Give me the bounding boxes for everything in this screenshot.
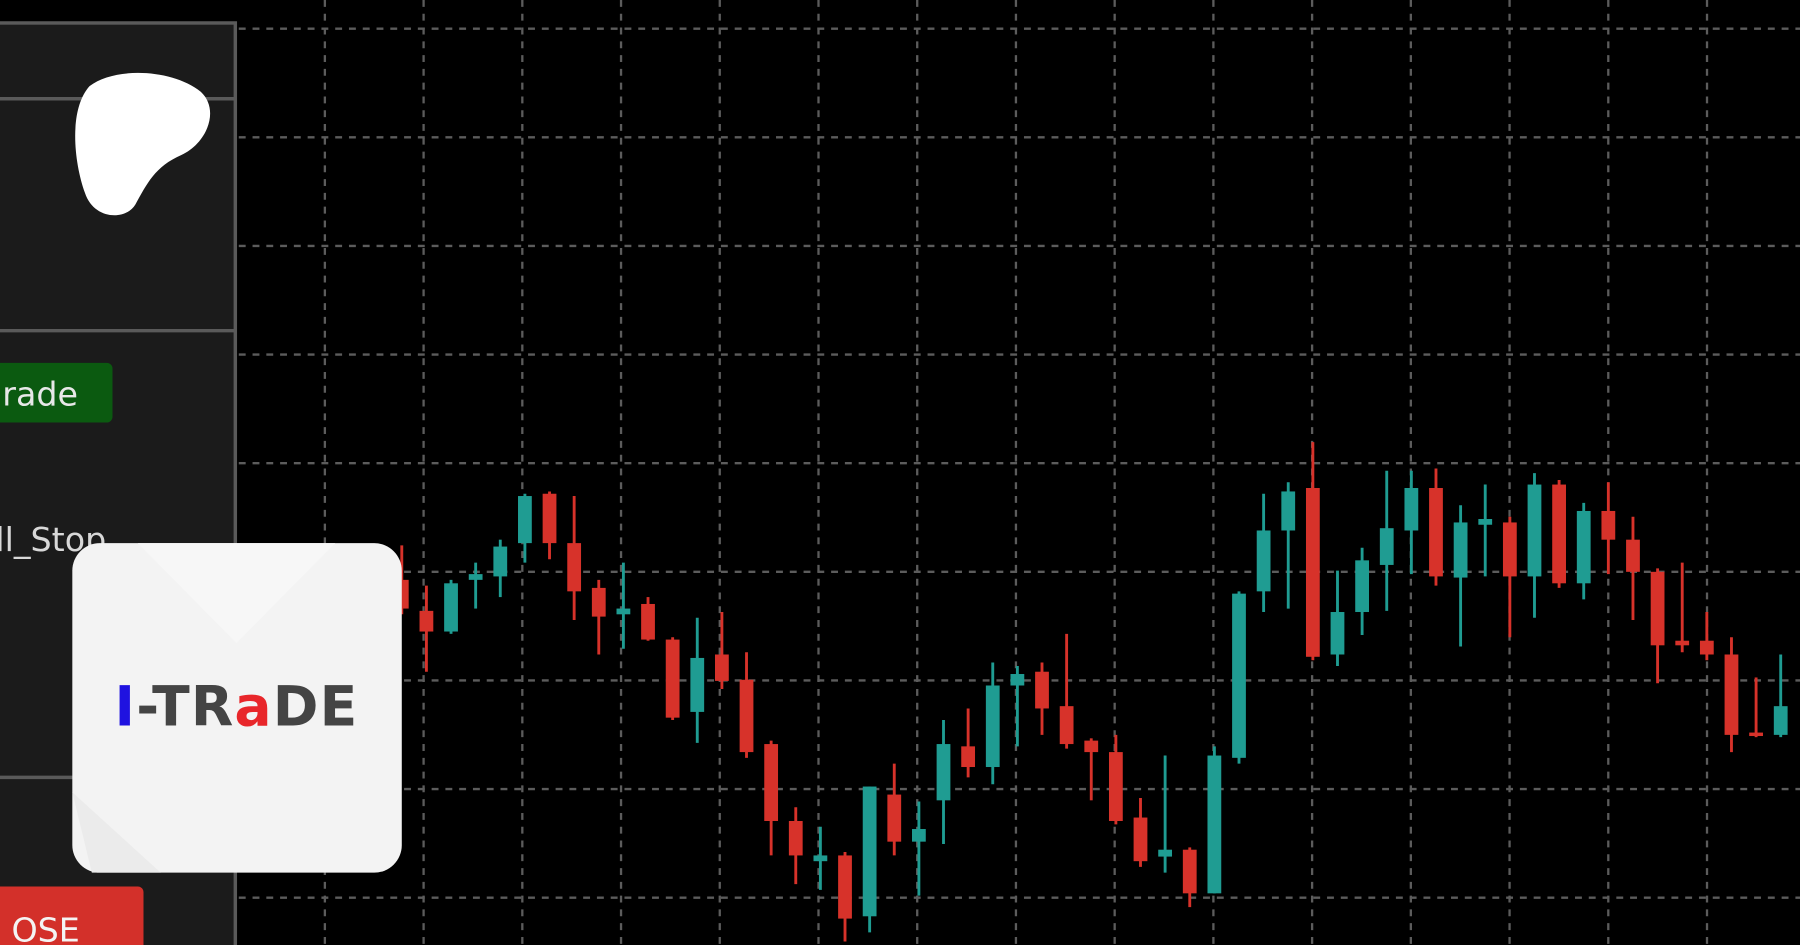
candle-body — [1256, 530, 1271, 592]
candle-body — [1773, 706, 1788, 735]
candles — [394, 442, 1788, 942]
card-shade — [72, 792, 161, 873]
candle-body — [1059, 706, 1074, 745]
candle-body — [1133, 817, 1148, 862]
close-button-label: OSE — [11, 911, 79, 945]
candle-body — [641, 603, 655, 640]
logo-part: DE — [273, 675, 359, 739]
candle-body — [715, 654, 729, 681]
candle-body — [1453, 522, 1468, 578]
candle-body — [1355, 560, 1369, 613]
candle-body — [567, 543, 582, 592]
candle-body — [1675, 640, 1690, 646]
card-background — [72, 543, 402, 873]
candle-body — [961, 746, 976, 768]
candle-body — [1502, 522, 1517, 577]
candle-body — [1429, 488, 1443, 577]
candle-body — [1084, 740, 1099, 753]
candle-body — [1035, 671, 1049, 709]
candle-body — [739, 679, 754, 753]
candle-body — [1281, 491, 1296, 531]
candle-body — [985, 685, 1000, 768]
candle-body — [838, 855, 852, 919]
candle-body — [1478, 519, 1493, 525]
logo-part: I — [115, 675, 137, 739]
candle-body — [665, 639, 680, 718]
candle-body — [1699, 640, 1714, 655]
candle-body — [1576, 510, 1591, 584]
candle-body — [1749, 732, 1763, 737]
candle-body — [788, 820, 803, 856]
candle-body — [518, 496, 532, 544]
candle-body — [690, 657, 705, 712]
close-button[interactable] — [0, 886, 144, 945]
candle-body — [1626, 539, 1640, 572]
candle-body — [1650, 571, 1665, 646]
candle-body — [1305, 488, 1320, 657]
candle-body — [764, 744, 779, 821]
candle-body — [1207, 755, 1222, 894]
candle-body — [542, 493, 557, 544]
candle-body — [1010, 674, 1025, 686]
candle-body — [616, 608, 631, 615]
candle-body — [1330, 612, 1345, 655]
logo-text: I-TRaDE — [115, 675, 359, 739]
candle-body — [1182, 849, 1197, 894]
candle-body — [1601, 510, 1616, 540]
candle-body — [1724, 654, 1739, 735]
candle-body — [444, 583, 458, 632]
candle-body — [591, 587, 606, 617]
candle-body — [1404, 488, 1419, 531]
candle-body — [493, 546, 508, 577]
candle-body — [862, 786, 877, 917]
logo-card: I-TRaDE — [72, 543, 402, 873]
candle-body — [1232, 593, 1246, 758]
candle-body — [1379, 528, 1394, 565]
logo-part: -TR — [136, 675, 234, 739]
candle-body — [911, 829, 926, 842]
candle-body — [1527, 484, 1542, 577]
trade-button-label: rade — [2, 374, 78, 413]
candle-body — [887, 794, 902, 842]
candle-body — [813, 855, 828, 862]
candle-body — [468, 574, 483, 580]
candle-body — [1552, 484, 1566, 584]
candle-body — [1158, 849, 1173, 857]
candle-body — [419, 610, 434, 632]
candle-body — [936, 744, 951, 801]
logo-part: a — [234, 675, 272, 739]
card-shade — [137, 543, 336, 644]
candle-body — [1108, 752, 1123, 821]
app-logo — [75, 72, 211, 216]
trade-button[interactable] — [0, 362, 113, 423]
